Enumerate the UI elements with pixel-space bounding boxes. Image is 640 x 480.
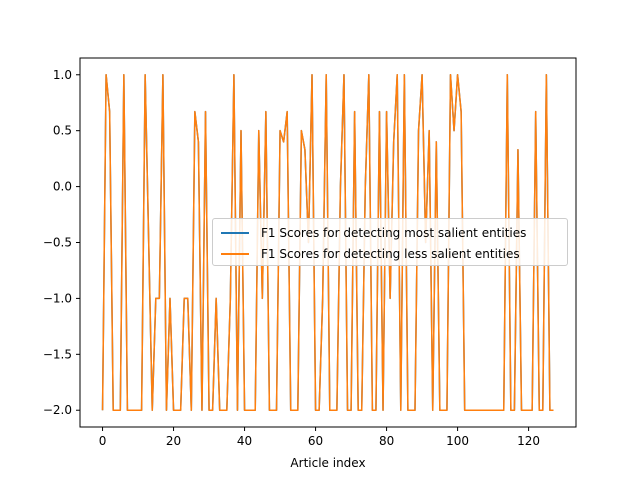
y-tick-label: 1.0 [53,68,72,82]
legend-swatch-less-salient [221,253,249,255]
y-tick-label: 0.5 [53,124,72,138]
x-tick-label: 80 [379,434,394,448]
legend: F1 Scores for detecting most salient ent… [212,218,568,266]
x-tick-label: 120 [517,434,540,448]
legend-entry-less-salient: F1 Scores for detecting less salient ent… [221,244,520,264]
legend-swatch-most-salient [221,232,249,234]
x-tick-label: 60 [308,434,323,448]
x-axis-label: Article index [290,456,365,470]
y-tick-label: −1.5 [43,347,72,361]
legend-label-most-salient: F1 Scores for detecting most salient ent… [261,226,527,240]
y-tick-label: 0.0 [53,180,72,194]
x-tick-label: 0 [99,434,107,448]
y-tick-label: −2.0 [43,403,72,417]
x-tick-label: 20 [166,434,181,448]
legend-label-less-salient: F1 Scores for detecting less salient ent… [261,247,520,261]
x-axis: 0 20 40 60 80 100 120 [99,427,540,448]
y-tick-label: −1.0 [43,291,72,305]
x-tick-label: 100 [446,434,469,448]
legend-entry-most-salient: F1 Scores for detecting most salient ent… [221,223,526,243]
y-axis: −2.0 −1.5 −1.0 −0.5 0.0 0.5 1.0 [43,68,80,417]
y-tick-label: −0.5 [43,236,72,250]
x-tick-label: 40 [237,434,252,448]
